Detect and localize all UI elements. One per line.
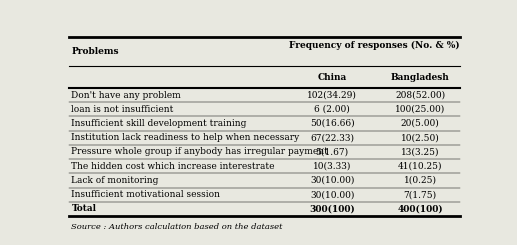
Text: 30(10.00): 30(10.00) xyxy=(310,176,354,185)
Text: 208(52.00): 208(52.00) xyxy=(395,90,445,99)
Text: 67(22.33): 67(22.33) xyxy=(310,133,354,142)
Text: 10(2.50): 10(2.50) xyxy=(401,133,439,142)
Text: Pressure whole group if anybody has irregular payment: Pressure whole group if anybody has irre… xyxy=(71,147,328,157)
Text: Total: Total xyxy=(71,204,97,213)
Text: 10(3.33): 10(3.33) xyxy=(313,162,351,171)
Text: Frequency of responses (No. & %): Frequency of responses (No. & %) xyxy=(290,41,460,50)
Text: The hidden cost which increase interestrate: The hidden cost which increase interestr… xyxy=(71,162,275,171)
Text: Insufficient motivational session: Insufficient motivational session xyxy=(71,190,220,199)
Text: 30(10.00): 30(10.00) xyxy=(310,190,354,199)
Text: 13(3.25): 13(3.25) xyxy=(401,147,439,157)
Text: Don't have any problem: Don't have any problem xyxy=(71,90,181,99)
Text: Bangladesh: Bangladesh xyxy=(391,73,450,82)
Text: 400(100): 400(100) xyxy=(398,204,443,213)
Text: 6 (2.00): 6 (2.00) xyxy=(314,105,350,114)
Text: 1(0.25): 1(0.25) xyxy=(404,176,437,185)
Text: 5(1.67): 5(1.67) xyxy=(315,147,348,157)
Text: 102(34.29): 102(34.29) xyxy=(307,90,357,99)
Text: Lack of monitoring: Lack of monitoring xyxy=(71,176,159,185)
Text: 20(5.00): 20(5.00) xyxy=(401,119,439,128)
Text: Insufficient skill development training: Insufficient skill development training xyxy=(71,119,247,128)
Text: 7(1.75): 7(1.75) xyxy=(404,190,437,199)
Text: Source : Authors calculation based on the dataset: Source : Authors calculation based on th… xyxy=(71,223,283,231)
Text: 300(100): 300(100) xyxy=(309,204,355,213)
Text: Institution lack readiness to help when necessary: Institution lack readiness to help when … xyxy=(71,133,300,142)
Text: 41(10.25): 41(10.25) xyxy=(398,162,443,171)
Text: 50(16.66): 50(16.66) xyxy=(310,119,354,128)
Text: Problems: Problems xyxy=(71,47,119,56)
Text: 100(25.00): 100(25.00) xyxy=(395,105,445,114)
Text: China: China xyxy=(317,73,347,82)
Text: loan is not insufficient: loan is not insufficient xyxy=(71,105,174,114)
